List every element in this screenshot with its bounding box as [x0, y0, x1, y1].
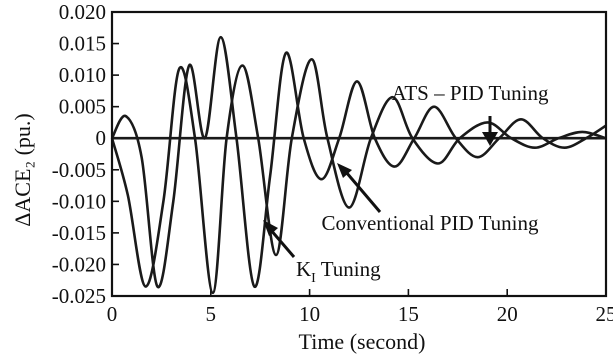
annotation-ats-pid: ATS – PID Tuning — [392, 81, 549, 105]
x-tick-label: 10 — [299, 302, 320, 326]
annotation-ki-main: K — [296, 257, 311, 281]
x-tick-label: 20 — [497, 302, 518, 326]
y-tick-label: 0 — [96, 126, 107, 150]
x-tick-label: 15 — [398, 302, 419, 326]
x-axis-ticks: 0 5 10 15 20 25 — [107, 289, 613, 326]
series-layer — [110, 35, 607, 295]
arrowhead-ki — [263, 220, 278, 236]
y-tick-label: -0.015 — [52, 221, 106, 245]
y-tick-label: -0.010 — [52, 189, 106, 213]
arrowhead-conventional-pid — [337, 163, 352, 178]
x-tick-label: 0 — [107, 302, 118, 326]
annotation-ki: KI Tuning — [296, 257, 381, 286]
plot-frame — [110, 10, 608, 298]
y-tick-label: 0.010 — [59, 63, 106, 87]
annotation-conventional-pid: Conventional PID Tuning — [321, 211, 539, 235]
y-axis-label: ΔACE₂ (pu.) — [10, 113, 35, 226]
arrow-conventional-pid — [344, 171, 382, 213]
y-tick-label: -0.025 — [52, 284, 106, 308]
y-tick-label: -0.005 — [52, 158, 106, 182]
x-tick-label: 25 — [596, 302, 613, 326]
y-tick-label: 0.015 — [59, 32, 106, 56]
annotation-ki-suffix: Tuning — [316, 257, 381, 281]
y-axis-ticks: 0.020 0.015 0.010 0.005 0 -0.005 -0.010 -0.015 -… — [52, 0, 119, 308]
y-tick-label: -0.020 — [52, 252, 106, 276]
series-conventional-pid — [110, 35, 607, 289]
x-tick-label: 5 — [206, 302, 217, 326]
y-tick-label: 0.020 — [59, 0, 106, 24]
arrow-ki — [268, 228, 296, 258]
y-tick-label: 0.005 — [59, 95, 106, 119]
annotation-ki-subscript: I — [311, 271, 316, 286]
arrowhead-ats-pid — [482, 132, 498, 146]
x-axis-label: Time (second) — [299, 329, 426, 354]
series-ki-tuning — [110, 58, 607, 295]
